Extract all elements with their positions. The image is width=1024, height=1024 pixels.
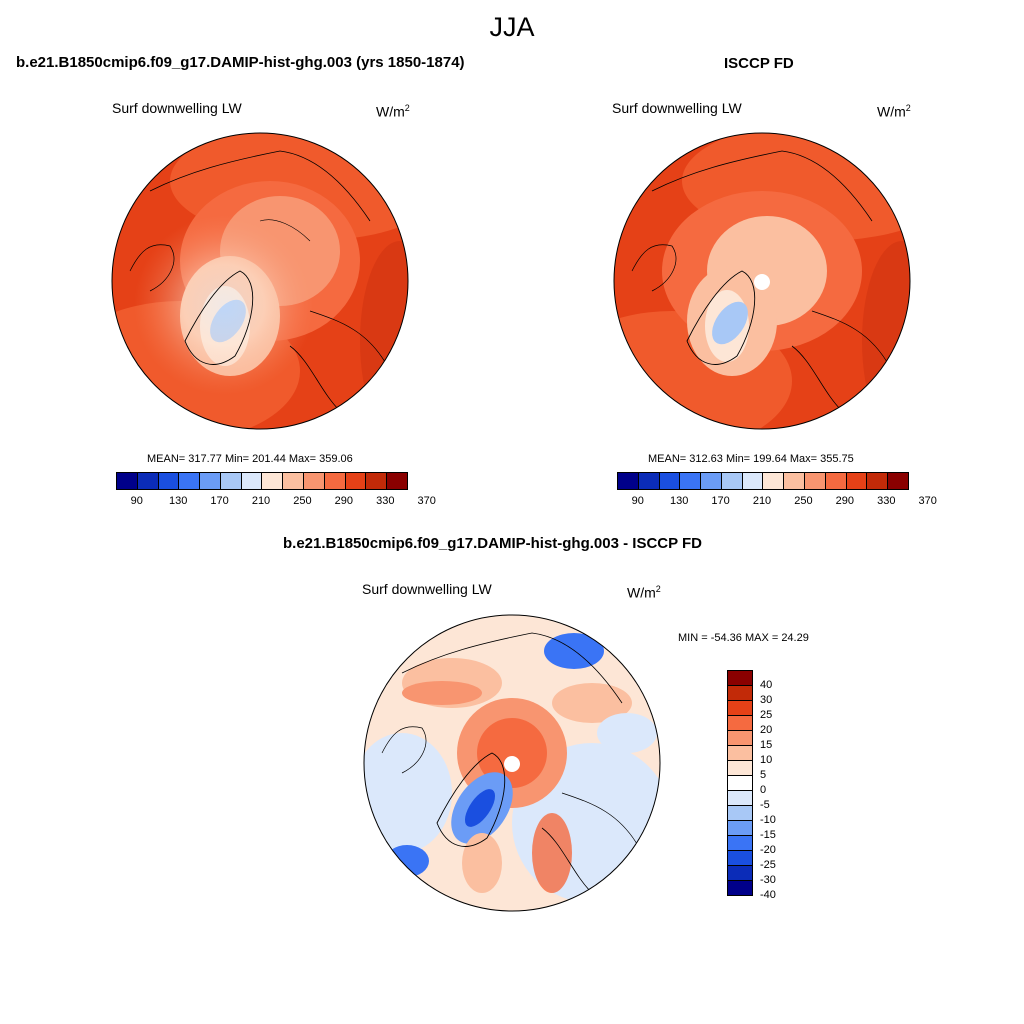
colorbar-tick-label: -25	[760, 859, 776, 871]
colorbar-tick-label: 25	[760, 709, 773, 721]
colorbar-swatch	[728, 851, 752, 866]
main-title: JJA	[489, 12, 535, 42]
colorbar-tick-label: -20	[760, 844, 776, 856]
colorbar-swatch	[728, 776, 752, 791]
colorbar-tick-label: 330	[877, 495, 896, 507]
colorbar-swatch	[304, 473, 325, 489]
colorbar-tick-label: -5	[760, 799, 770, 811]
panel3-polar-map	[363, 614, 661, 912]
panel3-variable-label: Surf downwelling LW	[362, 581, 492, 597]
panel2-colorbar-ticks: 90 130 170 210 250 290 330 370	[617, 495, 937, 509]
colorbar-tick-label: 370	[918, 495, 937, 507]
colorbar-tick-label: -10	[760, 814, 776, 826]
colorbar-swatch	[721, 473, 743, 489]
colorbar-tick-label: 10	[760, 754, 773, 766]
panel3-stats: MIN = -54.36 MAX = 24.29	[678, 632, 809, 644]
panel1-stats: MEAN= 317.77 Min= 201.44 Max= 359.06	[147, 453, 353, 465]
colorbar-swatch	[728, 791, 752, 806]
colorbar-swatch	[283, 473, 305, 489]
colorbar-tick-label: 170	[711, 495, 730, 507]
colorbar-swatch	[728, 836, 752, 851]
colorbar-swatch	[728, 746, 752, 761]
colorbar-swatch	[728, 761, 752, 776]
panel2-polar-map	[613, 132, 911, 430]
colorbar-tick-label: 90	[130, 495, 143, 507]
colorbar-swatch	[728, 671, 752, 686]
panel1-polar-map	[111, 132, 409, 430]
colorbar-swatch	[680, 473, 702, 489]
colorbar-tick-label: 210	[752, 495, 772, 507]
colorbar-swatch	[728, 716, 752, 731]
panel2-stats: MEAN= 312.63 Min= 199.64 Max= 355.75	[648, 453, 854, 465]
colorbar-swatch	[728, 821, 752, 836]
colorbar-tick-label: -15	[760, 829, 776, 841]
colorbar-swatch	[728, 866, 752, 881]
colorbar-tick-label: 290	[334, 495, 354, 507]
panel3-title: b.e21.B1850cmip6.f09_g17.DAMIP-hist-ghg.…	[283, 535, 703, 552]
colorbar-tick-label: 20	[760, 724, 773, 736]
colorbar-swatch	[179, 473, 201, 489]
panel1-colorbar	[116, 472, 408, 490]
colorbar-swatch	[158, 473, 180, 489]
colorbar-tick-label: 0	[760, 784, 767, 796]
colorbar-swatch	[728, 686, 752, 701]
colorbar-tick-label: 15	[760, 739, 773, 751]
colorbar-swatch	[742, 473, 764, 489]
colorbar-swatch	[618, 473, 639, 489]
colorbar-tick-label: 250	[293, 495, 312, 507]
colorbar-tick-label: -30	[760, 874, 776, 886]
colorbar-swatch	[846, 473, 868, 489]
panel3-units: W/m2	[627, 584, 661, 601]
colorbar-tick-label: 290	[835, 495, 855, 507]
panel2-colorbar	[617, 472, 909, 490]
colorbar-swatch	[728, 731, 752, 746]
colorbar-tick-label: 130	[669, 495, 689, 507]
panel3-colorbar-labels: 40 30 25 20 15 10 5 0 -5 -10 -15 -20 -25 -30 -40	[760, 670, 800, 910]
colorbar-swatch	[200, 473, 221, 489]
colorbar-swatch	[888, 473, 908, 489]
colorbar-tick-label: 5	[760, 769, 767, 781]
panel2-title: ISCCP FD	[724, 55, 794, 72]
colorbar-swatch	[324, 473, 346, 489]
panel1-title: b.e21.B1850cmip6.f09_g17.DAMIP-hist-ghg.…	[16, 54, 465, 71]
colorbar-tick-label: -40	[760, 889, 776, 901]
colorbar-swatch	[220, 473, 242, 489]
panel1-colorbar-ticks: 90 130 170 210 250 290 330 370	[116, 495, 436, 509]
colorbar-tick-label: 250	[794, 495, 813, 507]
colorbar-tick-label: 40	[760, 679, 773, 691]
colorbar-swatch	[805, 473, 826, 489]
colorbar-tick-label: 330	[376, 495, 395, 507]
colorbar-tick-label: 210	[251, 495, 271, 507]
panel1-units: W/m2	[376, 103, 410, 120]
colorbar-swatch	[701, 473, 722, 489]
colorbar-swatch	[137, 473, 159, 489]
colorbar-swatch	[728, 881, 752, 895]
panel1-variable-label: Surf downwelling LW	[112, 100, 242, 116]
colorbar-swatch	[728, 806, 752, 821]
colorbar-tick-label: 30	[760, 694, 773, 706]
colorbar-swatch	[728, 701, 752, 716]
colorbar-swatch	[117, 473, 138, 489]
colorbar-swatch	[867, 473, 889, 489]
colorbar-swatch	[345, 473, 367, 489]
colorbar-swatch	[262, 473, 284, 489]
colorbar-tick-label: 370	[417, 495, 436, 507]
colorbar-swatch	[763, 473, 785, 489]
colorbar-swatch	[366, 473, 388, 489]
colorbar-swatch	[241, 473, 263, 489]
colorbar-tick-label: 170	[210, 495, 229, 507]
colorbar-swatch	[825, 473, 847, 489]
colorbar-swatch	[387, 473, 407, 489]
panel2-variable-label: Surf downwelling LW	[612, 100, 742, 116]
panel3-colorbar	[727, 670, 753, 896]
colorbar-tick-label: 130	[168, 495, 188, 507]
colorbar-swatch	[784, 473, 806, 489]
colorbar-swatch	[659, 473, 681, 489]
colorbar-tick-label: 90	[631, 495, 644, 507]
colorbar-swatch	[638, 473, 660, 489]
panel2-units: W/m2	[877, 103, 911, 120]
